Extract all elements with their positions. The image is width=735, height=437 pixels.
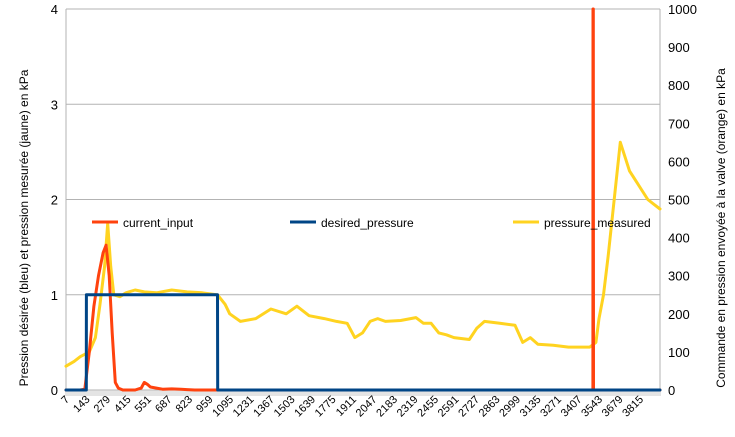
y-right-tick-label: 300 <box>668 269 690 284</box>
legend: current_input desired_pressure pressure_me… <box>92 216 651 230</box>
y-left-tick-label: 1 <box>51 288 58 303</box>
axes <box>65 9 661 390</box>
y-right-tick-label: 400 <box>668 231 690 246</box>
y-right-tick-label: 100 <box>668 345 690 360</box>
series-layer <box>64 7 662 392</box>
y-right-tick-label: 700 <box>668 116 690 131</box>
y-right-tick-label: 500 <box>668 193 690 208</box>
y-right-tick-label: 800 <box>668 78 690 93</box>
y-right-tick-label: 600 <box>668 154 690 169</box>
y-axis-right-title: Commande en pression envoyée à la valve … <box>714 68 728 388</box>
y-left-tick-label: 3 <box>51 97 58 112</box>
y-right-tick-label: 900 <box>668 40 690 55</box>
legend-label: desired_pressure <box>321 216 414 230</box>
series-desired-pressure <box>64 293 662 392</box>
legend-label: current_input <box>123 216 194 230</box>
y-left-tick-label: 2 <box>51 193 58 208</box>
y-left-tick-label: 4 <box>51 2 58 17</box>
y-right-tick-label: 200 <box>668 307 690 322</box>
y-right-tick-label: 0 <box>668 383 675 398</box>
series-pressure-measured <box>64 140 662 368</box>
y-left-tick-label: 0 <box>51 383 58 398</box>
y-right-tick-label: 1000 <box>668 2 697 17</box>
legend-label: pressure_measured <box>544 216 651 230</box>
y-axis-left-title: Pression désirée (bleu) et pression mesu… <box>17 69 31 386</box>
